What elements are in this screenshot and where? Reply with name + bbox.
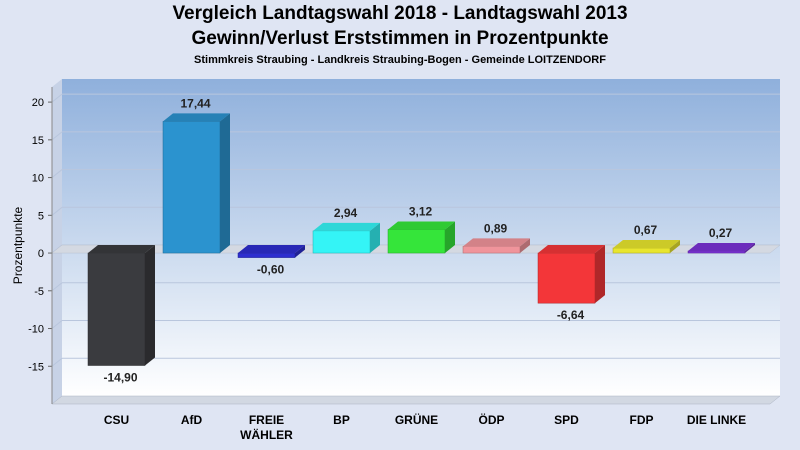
x-tick-label: WÄHLER xyxy=(240,427,293,442)
plot-floor xyxy=(51,395,781,405)
bar-top xyxy=(88,245,155,254)
bar-front xyxy=(312,230,371,254)
x-tick-label: FDP xyxy=(630,413,654,427)
bar-side xyxy=(595,245,605,304)
y-tick-label: 5 xyxy=(38,210,44,222)
bar-side xyxy=(445,221,455,254)
bar-top xyxy=(463,238,530,247)
bar-front xyxy=(237,252,296,258)
bar-side xyxy=(520,238,530,254)
chart-title-line2: Gewinn/Verlust Erststimmen in Prozentpun… xyxy=(191,28,609,49)
data-label: 2,94 xyxy=(334,206,358,220)
y-tick-label: 15 xyxy=(32,135,44,147)
y-tick-label: -10 xyxy=(28,324,44,336)
y-tick-label: 10 xyxy=(32,173,44,185)
y-axis-label: Prozentpunkte xyxy=(11,206,25,284)
data-label: -0,60 xyxy=(257,263,285,277)
data-label: 0,89 xyxy=(484,221,508,235)
grid-line-side xyxy=(51,169,63,178)
bar-top xyxy=(613,239,680,248)
bar-front xyxy=(87,252,146,366)
data-label: -14,90 xyxy=(103,371,137,385)
bar xyxy=(612,239,680,254)
x-tick-label: ÖDP xyxy=(478,412,504,427)
bar-side xyxy=(295,245,305,258)
data-label: 0,67 xyxy=(634,223,658,237)
chart-title: Vergleich Landtagswahl 2018 - Landtagswa… xyxy=(172,3,628,24)
bar-side xyxy=(220,113,230,254)
bar-top xyxy=(538,245,605,254)
grid-line-side xyxy=(51,357,63,367)
chart-subtitle: Stimmkreis Straubing - Landkreis Straubi… xyxy=(194,54,606,66)
data-label: 0,27 xyxy=(709,226,733,240)
bar-front xyxy=(687,250,746,254)
bar xyxy=(537,245,605,304)
bar xyxy=(237,245,305,258)
bar xyxy=(162,113,230,254)
y-tick-label: -5 xyxy=(34,286,44,298)
y-tick-label: -15 xyxy=(28,361,44,373)
bar-top xyxy=(163,113,230,122)
bar-side xyxy=(745,243,755,254)
bar-front xyxy=(387,229,446,254)
grid-line-side xyxy=(51,131,63,141)
bar-side xyxy=(145,245,155,366)
x-tick-label: SPD xyxy=(554,413,579,427)
bar-front xyxy=(537,252,596,304)
bar-side xyxy=(670,239,680,254)
y-tick-label: 0 xyxy=(38,248,44,260)
bar xyxy=(462,238,530,254)
x-tick-label: BP xyxy=(333,413,350,427)
x-tick-label: CSU xyxy=(104,413,129,427)
y-tick-label: 20 xyxy=(32,97,44,109)
bar-top xyxy=(238,245,305,254)
bar-front xyxy=(612,247,671,254)
bar-top xyxy=(688,243,755,252)
data-label: 17,44 xyxy=(180,96,210,110)
x-tick-label: DIE LINKE xyxy=(687,413,746,427)
x-tick-label: GRÜNE xyxy=(395,412,438,427)
bar-top xyxy=(313,222,380,231)
x-tick-label: AfD xyxy=(181,413,203,427)
bar-front xyxy=(162,121,221,254)
x-tick-label: FREIE xyxy=(249,413,284,427)
bar xyxy=(312,222,380,254)
grid-line-side xyxy=(51,320,63,329)
grid-line-side xyxy=(51,206,63,216)
grid-line-side xyxy=(51,282,63,292)
grid-line-side xyxy=(51,93,63,103)
bar-side xyxy=(370,222,380,254)
bar-front xyxy=(462,246,521,254)
bar xyxy=(687,243,755,254)
bar xyxy=(387,221,455,254)
bar xyxy=(87,245,155,366)
bar-top xyxy=(388,221,455,230)
plot-side-wall xyxy=(52,79,62,404)
data-label: 3,12 xyxy=(409,204,433,218)
data-label: -6,64 xyxy=(557,308,585,322)
